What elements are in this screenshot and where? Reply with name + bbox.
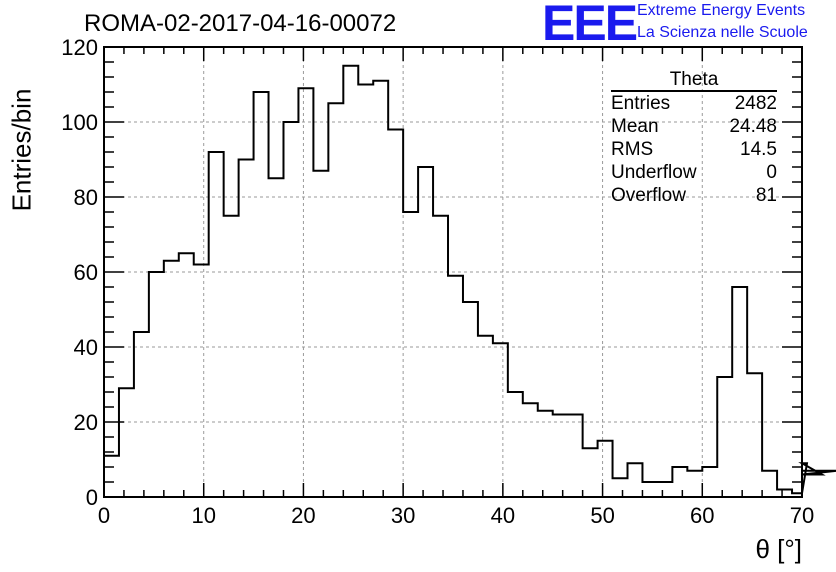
x-tick-label: 60 [690,503,714,528]
plot-frame [103,46,803,498]
stats-row-mean: Mean 24.48 [611,115,777,138]
histogram-outline [103,64,836,497]
logo-line-1: Extreme Energy Events [637,2,806,19]
run-title: ROMA-02-2017-04-16-00072 [84,10,397,37]
x-tick-label: 20 [291,503,315,528]
x-tick-label: 10 [191,503,215,528]
x-tick-label: 30 [391,503,415,528]
stats-title: Theta [611,70,777,92]
stats-label: RMS [611,139,654,160]
y-axis-label: Entries/bin [6,88,37,212]
stats-row-underflow: Underflow 0 [611,161,777,184]
y-tick-label: 20 [74,410,98,435]
x-tick-label: 0 [98,503,110,528]
stats-value: 24.48 [729,116,777,137]
stats-label: Mean [611,116,659,137]
y-tick-label: 120 [61,35,98,60]
stats-row-rms: RMS 14.5 [611,138,777,161]
stats-label: Overflow [611,185,686,206]
stats-box: Theta Entries 2482 Mean 24.48 RMS 14.5 U… [611,70,777,207]
y-tick-label: 80 [74,185,98,210]
stats-value: 2482 [734,93,777,114]
stats-value: 0 [766,162,777,183]
stats-label: Underflow [611,162,697,183]
stats-value: 14.5 [740,139,777,160]
grid-lines [104,47,802,497]
eee-logo: EEE [542,0,638,51]
x-tick-label: 50 [590,503,614,528]
y-tick-label: 0 [86,485,98,510]
logo-line-2: La Scienza nelle Scuole [637,24,808,41]
tick-labels: 0 10 20 30 40 50 60 70 0 20 40 60 80 100 120 [61,35,814,528]
stats-row-entries: Entries 2482 [611,92,777,115]
y-tick-label: 60 [74,260,98,285]
stats-value: 81 [755,185,777,206]
x-tick-label: 40 [491,503,515,528]
y-axis-label-box: Entries/bin [6,89,38,212]
x-tick-label: 70 [790,503,814,528]
stats-row-overflow: Overflow 81 [611,184,777,207]
x-axis-label: θ [°] [755,534,802,564]
y-tick-label: 40 [74,335,98,360]
y-tick-label: 100 [61,110,98,135]
stats-label: Entries [611,93,671,114]
